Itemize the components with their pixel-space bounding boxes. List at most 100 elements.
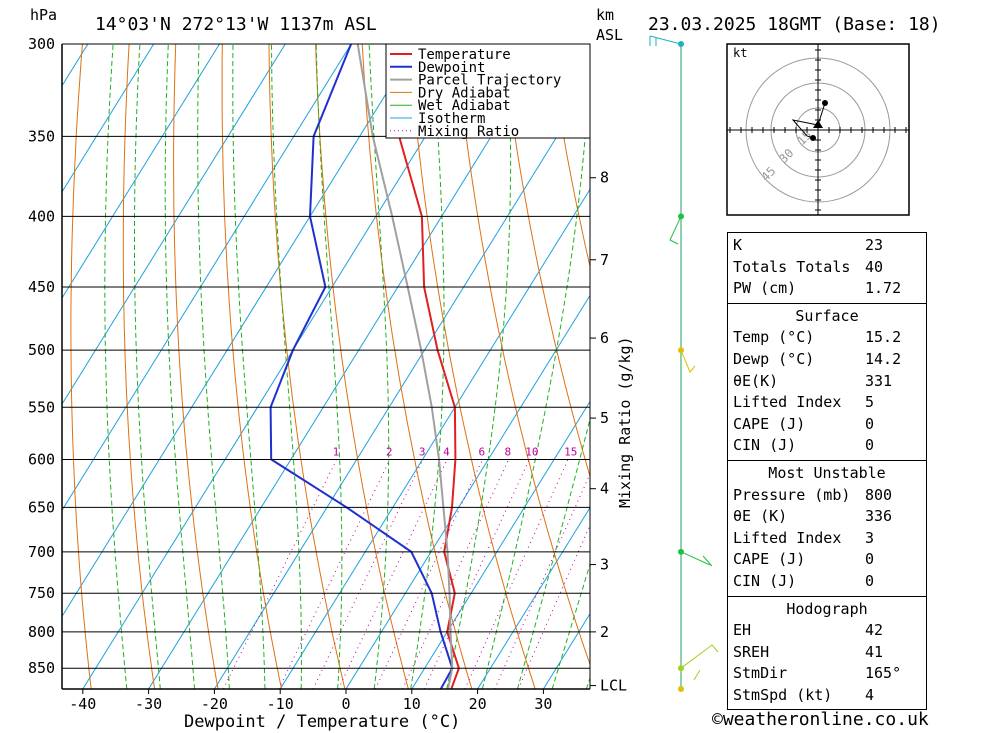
pressure-tick-label: 350 [28,127,55,145]
mixing-ratio-value-label: 20 [593,445,606,458]
dry-adiabat-line [968,44,1000,689]
dry-adiabat-line [361,44,473,689]
isotherm-line [62,44,352,512]
table-row-value: 0 [865,414,875,433]
table-row: CAPE (J) 0 [728,414,926,436]
table-row-label: StmSpd (kt) [733,685,833,704]
legend-label: Wet Adiabat [418,98,511,114]
wet-adiabat-line [232,44,266,689]
mixing-ratio-line [464,459,569,689]
table-row-value: 331 [865,371,893,390]
parcel-trajectory-profile-line [356,44,454,689]
x-tick-label: 0 [341,695,350,713]
wet-adiabat-line [104,44,128,689]
legend-label: Mixing Ratio [418,124,519,140]
table-row-value: 4 [865,685,875,704]
indices-box: K 23 Totals Totals 40 PW (cm) 1.72 [727,232,927,304]
wind-barb [680,644,719,681]
mixing-ratio-value-label: 10 [525,445,538,458]
table-row-value: 800 [865,485,893,504]
table-row-label: Temp (°C) [733,328,815,347]
km-tick-label: 5 [600,409,609,427]
axes: 300350400450500550600650700750800850-40-… [28,35,627,713]
background-lines: 1 2 3 4 6 8 10 15 20 25 [0,44,1000,689]
isotherm-line [62,44,155,193]
table-row-value: 336 [865,507,893,526]
pressure-tick-label: 500 [28,341,55,359]
hodograph-point [810,135,816,141]
km-tick-label: 8 [600,169,609,187]
pressure-tick-label: 300 [28,35,55,53]
table-row-label: CAPE (J) [733,414,806,433]
hodograph-title: Hodograph [786,599,868,618]
table-row: CIN (J) 0 [728,571,926,593]
table-row-label: Dewp (°C) [733,349,815,368]
wind-barb-staff [649,35,719,692]
mixing-ratio-value-label: 6 [479,445,486,458]
wet-adiabat-line [517,417,590,689]
table-row: PW (cm) 1.72 [728,278,926,300]
isotherm-line [62,44,418,618]
isotherm-line [345,294,590,689]
table-row: Temp (°C) 15.2 [728,327,926,349]
table-row-value: 5 [865,393,875,412]
km-tick-label: 4 [600,480,609,498]
dry-adiabat-line [315,44,409,689]
asl-label: ASL [596,26,623,44]
table-row-value: 23 [865,236,884,254]
pressure-tick-label: 400 [28,207,55,225]
table-row: Lifted Index 5 [728,392,926,414]
table-row-value: 0 [865,436,875,455]
table-row-value: 0 [865,571,875,590]
km-tick-label: 2 [600,623,609,641]
table-row-value: 42 [865,621,884,640]
wet-adiabat-line [446,44,512,689]
table-row-value: 0 [865,550,875,569]
table-row-label: θE(K) [733,371,779,390]
isotherm-line [279,188,590,689]
x-tick-label: -30 [135,695,162,713]
hodograph-box: Hodograph EH 42 SREH 41 StmDir 165° StmSpd (kt… [727,595,927,711]
mixing-ratio-value-label: 2 [386,445,393,458]
table-row: EH 42 [728,620,926,642]
km-tick-label: 3 [600,556,609,574]
storm-motion-marker [813,120,823,128]
pressure-tick-label: 750 [28,584,55,602]
x-tick-label: 10 [403,695,421,713]
table-row: Pressure (mb) 800 [728,485,926,507]
mixing-ratio-line [222,459,338,689]
legend-label: Isotherm [418,111,485,127]
isotherm-line [213,82,590,689]
x-tick-label: -10 [267,695,294,713]
legend-label: Dry Adiabat [418,85,511,101]
km-tick-label: 6 [600,329,609,347]
table-row: CIN (J) 0 [728,435,926,457]
table-row-label: CIN (J) [733,571,797,590]
mixing-ratio-value-label: 1 [333,445,340,458]
pressure-tick-label: 700 [28,543,55,561]
pressure-tick-label: 600 [28,450,55,468]
profile-lines [269,44,460,689]
km-label: km [596,6,614,24]
dry-adiabat-line [173,44,219,689]
table-row-label: Pressure (mb) [733,485,851,504]
wet-adiabat-line [410,44,445,689]
dry-adiabat-line [70,44,92,689]
table-row: K 23 [728,235,926,257]
mixing-ratio-line [402,459,510,689]
mixing-ratio-line [312,459,424,689]
pressure-tick-label: 650 [28,498,55,516]
mixing-ratio-line [278,459,391,689]
table-row-label: Lifted Index [733,528,842,547]
x-axis-label: Dewpoint / Temperature (°C) [184,712,460,732]
isotherm-line [0,44,22,689]
table-row-label: K [733,236,743,254]
table-row-label: Lifted Index [733,393,842,412]
wind-barb [669,216,682,245]
table-row: Totals Totals 40 [728,257,926,279]
isotherm-line [62,44,286,406]
table-row-value: 3 [865,528,875,547]
pressure-tick-label: 450 [28,278,55,296]
